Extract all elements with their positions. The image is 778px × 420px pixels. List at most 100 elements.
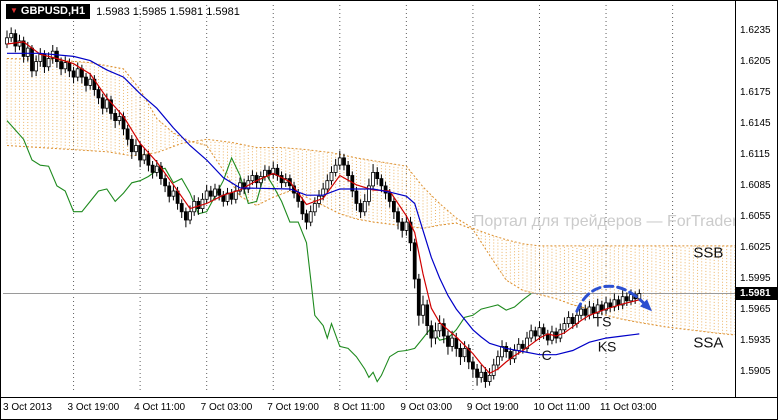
candle-body xyxy=(516,343,521,351)
candle-body xyxy=(63,62,68,70)
candle-body xyxy=(312,203,317,213)
candle-body xyxy=(616,299,621,306)
candle-body xyxy=(271,167,276,175)
candle-body xyxy=(354,190,359,204)
price-tick-label: 1.6025 xyxy=(740,241,771,253)
candle-body xyxy=(433,330,438,339)
candle-body xyxy=(470,361,475,370)
chikou-span-line xyxy=(6,120,532,383)
price-axis[interactable]: 1.6235 1.6205 1.6175 1.6145 1.6115 1.6085 1.60… xyxy=(735,1,777,397)
price-tick-label: 1.6085 xyxy=(740,179,771,191)
candle-body xyxy=(529,330,534,339)
candle-body xyxy=(537,327,542,337)
candle-body xyxy=(412,242,417,280)
candle-body xyxy=(75,68,80,78)
candle-body xyxy=(495,356,500,366)
price-tick-label: 1.6175 xyxy=(740,86,771,98)
candle-body xyxy=(213,188,217,197)
candle-body xyxy=(117,116,122,121)
candle-body xyxy=(134,145,138,153)
chart-plot-area[interactable]: Портал для трейдеров — ForTrader.ru SSB SS… xyxy=(1,1,735,397)
candle-body xyxy=(217,188,222,196)
candle-body xyxy=(458,347,463,358)
candle-body xyxy=(279,175,284,184)
candle-body xyxy=(229,192,234,200)
candle-body xyxy=(308,211,313,223)
candle-body xyxy=(163,178,168,187)
candle-body xyxy=(466,347,471,363)
candle-body xyxy=(254,175,259,184)
candle-body xyxy=(55,50,59,63)
candle-body xyxy=(146,154,151,166)
candle-body xyxy=(188,211,192,221)
time-tick-label: 3 Oct 2013 xyxy=(3,402,52,413)
symbol-label: GBPUSD,H1 xyxy=(20,5,86,17)
candle-body xyxy=(9,33,14,39)
candle-body xyxy=(629,294,633,302)
candle-body xyxy=(321,188,326,197)
price-tick-label: 1.6115 xyxy=(740,148,770,160)
candle-body xyxy=(450,337,455,347)
tenkan-sen-line xyxy=(6,41,640,375)
candle-body xyxy=(541,327,546,335)
candle-body xyxy=(59,61,63,70)
candle-body xyxy=(67,62,72,72)
candle-body xyxy=(475,368,480,378)
price-tick-label: 1.5995 xyxy=(740,273,771,285)
candle-body xyxy=(171,190,176,197)
candle-body xyxy=(562,323,567,331)
candle-body xyxy=(225,192,230,202)
candle-body xyxy=(620,296,625,306)
candle-body xyxy=(208,190,213,197)
candle-body xyxy=(520,343,525,349)
time-gridlines xyxy=(73,5,674,393)
candle-body xyxy=(30,47,34,72)
candle-body xyxy=(604,302,608,311)
candle-body xyxy=(583,308,588,316)
kijun-sen-line xyxy=(7,52,640,356)
candle-body xyxy=(579,308,583,316)
candle-body xyxy=(88,78,93,86)
projection-arrow-head xyxy=(640,299,652,312)
annotation-label-ts: TS xyxy=(594,314,612,330)
candle-body xyxy=(416,278,421,316)
candle-body xyxy=(183,211,188,221)
candle-body xyxy=(462,347,467,358)
candle-body xyxy=(300,200,305,215)
time-tick-label: 4 Oct 11:00 xyxy=(134,402,186,413)
candle-body xyxy=(129,138,134,153)
candle-body xyxy=(570,316,575,324)
candle-body xyxy=(154,165,159,173)
candle-body xyxy=(42,53,47,68)
candle-body xyxy=(196,200,201,209)
price-tick-label: 1.5905 xyxy=(740,366,771,378)
candle-body xyxy=(421,304,425,316)
candle-body xyxy=(204,190,209,200)
price-tick-label: 1.6145 xyxy=(740,117,771,129)
candle-body xyxy=(533,330,538,337)
candle-body xyxy=(13,33,18,47)
candle-body xyxy=(408,221,413,244)
watermark: Портал для трейдеров — ForTrader.ru xyxy=(473,213,735,230)
candle-body xyxy=(437,323,442,332)
candle-body xyxy=(125,128,130,140)
candle-body xyxy=(158,165,163,179)
candle-body xyxy=(38,53,43,62)
candle-body xyxy=(375,171,380,179)
time-tick-label: 9 Oct 03:00 xyxy=(400,402,453,413)
candle-body xyxy=(446,335,450,347)
candle-body xyxy=(396,211,400,223)
price-tick-label: 1.5965 xyxy=(740,304,771,316)
candle-body xyxy=(142,154,147,161)
time-tick-label: 11 Oct 03:00 xyxy=(600,402,657,413)
annotation-label-ssa: SSA xyxy=(693,334,723,351)
time-axis[interactable]: 3 Oct 2013 3 Oct 19:00 4 Oct 11:00 7 Oct 03… xyxy=(1,397,777,419)
symbol-marker-icon: ▼ xyxy=(10,6,18,15)
candle-body xyxy=(358,203,363,213)
candle-body xyxy=(100,97,105,109)
candle-body xyxy=(333,164,338,173)
senkou-span-a-line xyxy=(6,58,735,336)
candle-body xyxy=(262,169,267,177)
time-tick-label: 9 Oct 19:00 xyxy=(466,402,519,413)
